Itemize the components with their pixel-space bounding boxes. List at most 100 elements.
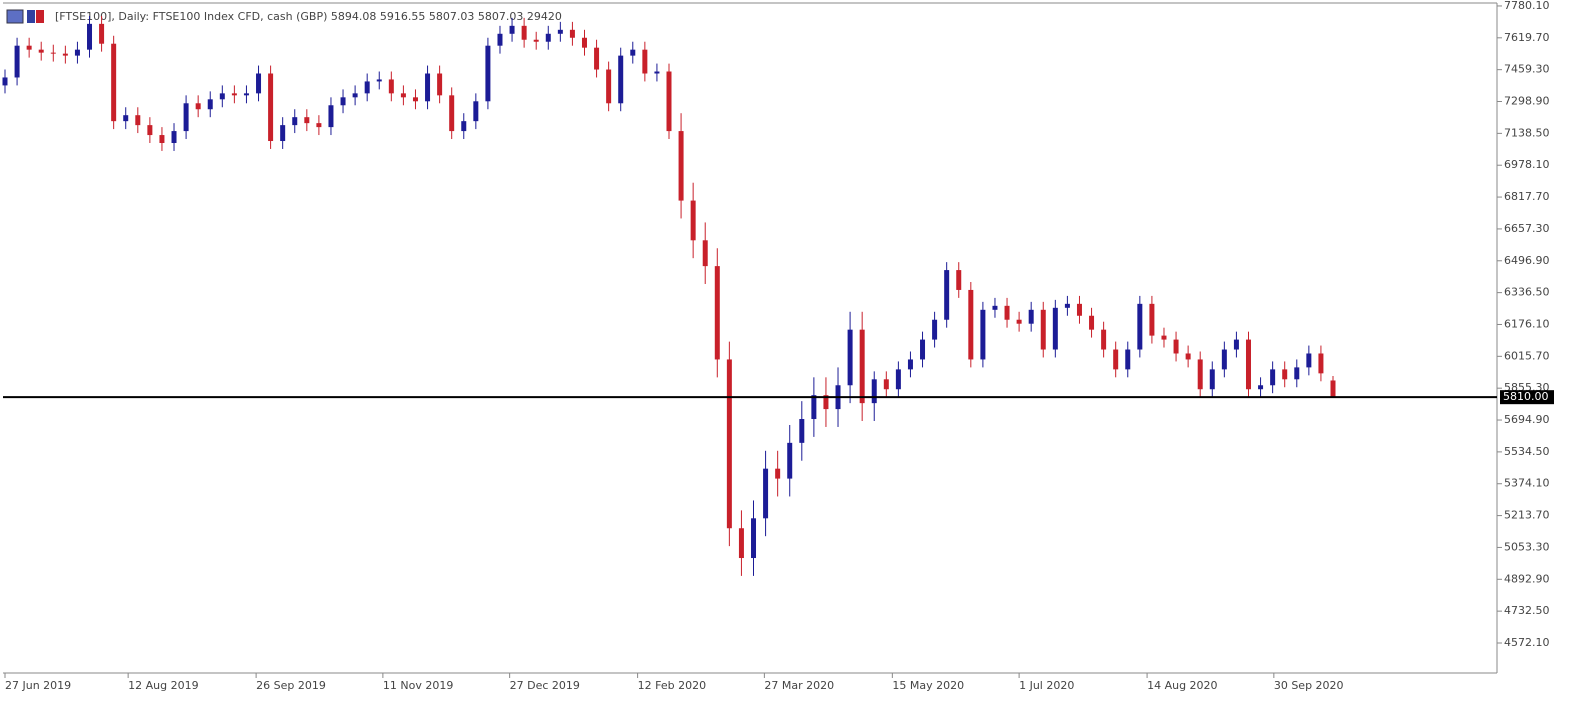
candle-body xyxy=(159,135,165,143)
candle-body xyxy=(268,73,274,142)
candle-body xyxy=(425,73,431,102)
x-tick-label: 12 Feb 2020 xyxy=(638,679,706,692)
candle-body xyxy=(1137,303,1143,350)
x-tick-label: 26 Sep 2019 xyxy=(256,679,326,692)
candle-body xyxy=(666,71,672,132)
candle-body xyxy=(171,131,177,143)
candle-body xyxy=(1016,319,1022,324)
candle-body xyxy=(533,39,539,42)
candle-body xyxy=(207,99,213,110)
candle-body xyxy=(594,47,600,70)
candle-body xyxy=(87,23,93,50)
candle-body xyxy=(316,123,322,128)
candle-body xyxy=(135,115,141,126)
candle-body xyxy=(751,518,757,559)
icon xyxy=(6,9,24,24)
x-tick-label: 30 Sep 2020 xyxy=(1274,679,1344,692)
candle-body xyxy=(847,329,853,386)
candle-body xyxy=(1185,353,1191,360)
candle-body xyxy=(1149,303,1155,336)
candle-body xyxy=(871,379,877,404)
candle-body xyxy=(74,49,80,56)
candle-body xyxy=(352,93,358,98)
x-tick-label: 27 Jun 2019 xyxy=(5,679,71,692)
candle-body xyxy=(38,49,44,53)
candle-body xyxy=(183,103,189,132)
y-tick-label: 7780.10 xyxy=(1504,0,1550,12)
price-label-box xyxy=(1500,390,1554,405)
y-tick-label: 5694.90 xyxy=(1504,413,1550,426)
candle-body xyxy=(956,270,962,290)
candle-body xyxy=(1233,339,1239,350)
candle-body xyxy=(256,73,262,94)
candle-body xyxy=(1221,349,1227,370)
candle-body xyxy=(642,49,648,74)
y-tick-label: 6657.30 xyxy=(1504,222,1550,235)
candle-body xyxy=(388,79,394,94)
candle-body xyxy=(980,309,986,360)
x-tick-label: 15 May 2020 xyxy=(892,679,964,692)
candle-body xyxy=(606,69,612,104)
candle-body xyxy=(799,419,805,443)
y-tick-label: 5213.70 xyxy=(1504,509,1550,522)
y-tick-label: 6336.50 xyxy=(1504,286,1550,299)
candle-body xyxy=(1125,349,1131,370)
candle-body xyxy=(932,319,938,340)
candle-body xyxy=(292,117,298,126)
candle-body xyxy=(340,97,346,106)
candle-body xyxy=(618,55,624,104)
candle-body xyxy=(111,43,117,122)
candle-body xyxy=(1161,335,1167,340)
candle-body xyxy=(630,49,636,56)
candle-body xyxy=(944,270,950,320)
candle-body xyxy=(992,305,998,310)
candle-body xyxy=(1245,339,1251,390)
candle-body xyxy=(726,359,732,529)
candle-body xyxy=(1270,369,1276,386)
candle-body xyxy=(907,359,913,370)
candle-body xyxy=(968,289,974,360)
candle-body xyxy=(920,339,926,360)
candle-body xyxy=(14,45,20,78)
candle-body xyxy=(147,125,153,136)
candle-body xyxy=(2,77,8,86)
x-tick-label: 1 Jul 2020 xyxy=(1019,679,1074,692)
candle-body xyxy=(678,131,684,201)
candle-body xyxy=(50,52,56,54)
candle-body xyxy=(412,97,418,102)
candle-body xyxy=(895,369,901,390)
candle-body xyxy=(195,103,201,110)
candle-body xyxy=(1052,307,1058,350)
candle-body xyxy=(569,29,575,38)
candle-body xyxy=(581,37,587,48)
chart-title: [FTSE100], Daily: FTSE100 Index CFD, cas… xyxy=(55,10,562,23)
candle-body xyxy=(62,53,68,56)
icon xyxy=(27,10,35,23)
candle-body xyxy=(1064,303,1070,308)
candle-body xyxy=(557,29,563,34)
candle-body xyxy=(280,125,286,142)
candle-body xyxy=(449,95,455,132)
candle-body xyxy=(497,33,503,46)
candle-body xyxy=(461,121,467,132)
candle-body xyxy=(376,79,382,82)
candle-body xyxy=(99,23,105,44)
candle-body xyxy=(738,528,744,559)
x-tick-label: 12 Aug 2019 xyxy=(128,679,198,692)
candle-body xyxy=(26,45,32,50)
y-tick-label: 5534.50 xyxy=(1504,445,1550,458)
candle-body xyxy=(328,105,334,128)
candle-body xyxy=(787,442,793,479)
candle-body xyxy=(1173,339,1179,354)
candle-body xyxy=(859,329,865,404)
y-tick-label: 4732.50 xyxy=(1504,604,1550,617)
candle-body xyxy=(811,395,817,420)
candle-body xyxy=(702,240,708,267)
candle-body xyxy=(545,33,551,42)
x-tick-label: 11 Nov 2019 xyxy=(383,679,453,692)
candle-body xyxy=(521,25,527,40)
y-tick-label: 6496.90 xyxy=(1504,254,1550,267)
candle-body xyxy=(400,93,406,98)
